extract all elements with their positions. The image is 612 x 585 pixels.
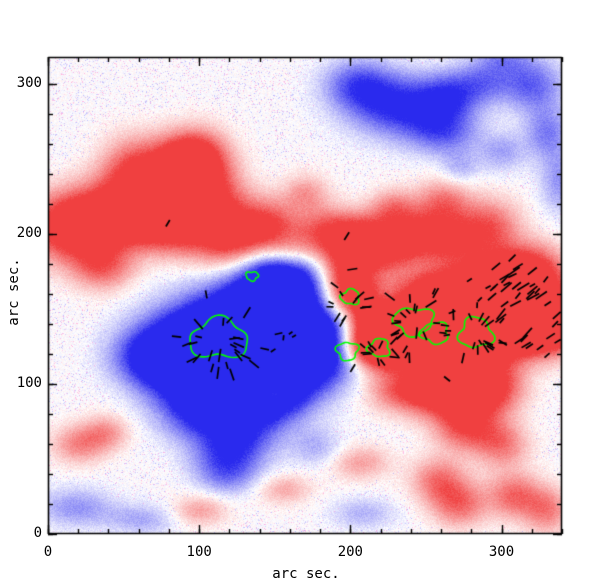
y-tick-label: 300: [16, 75, 42, 91]
y-tick-label: 100: [16, 375, 42, 391]
x-tick-label: 100: [186, 544, 212, 560]
x-tick-label: 0: [43, 544, 53, 560]
x-tick-label: 200: [337, 544, 363, 560]
y-tick-label: 200: [16, 225, 42, 241]
y-axis-title: arc sec.: [6, 258, 22, 326]
x-tick-label: 300: [488, 544, 515, 560]
y-tick-label: 0: [33, 525, 42, 541]
x-axis-title: arc sec.: [272, 566, 340, 582]
